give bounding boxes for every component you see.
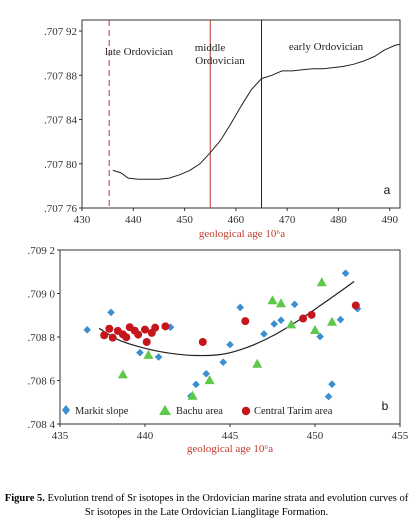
panel-a-boundaries bbox=[108, 20, 263, 208]
central-tarim-point bbox=[299, 314, 308, 323]
figure-caption: Figure 5. Evolution trend of Sr isotopes… bbox=[0, 492, 413, 520]
markit-slope-point bbox=[236, 303, 244, 312]
central-tarim-point bbox=[100, 331, 109, 340]
panel-a: 430 440 450 460 470 480 490 .707 76 .707 80 .707 … bbox=[44, 19, 401, 240]
a-ytick-label: .707 84 bbox=[44, 115, 78, 127]
b-ytick-label: .709 2 bbox=[28, 245, 56, 257]
region-late-ordovician: late Ordovician bbox=[105, 46, 174, 58]
central-tarim-point bbox=[151, 323, 160, 332]
panel-b-label: b bbox=[382, 399, 389, 413]
b-ytick-label: .708 6 bbox=[28, 376, 56, 388]
bachu-area-point bbox=[267, 295, 278, 305]
a-xtick-label: 480 bbox=[330, 214, 347, 226]
a-xtick-label: 470 bbox=[279, 214, 296, 226]
bachu-area-point bbox=[143, 349, 154, 359]
central-tarim-point bbox=[161, 322, 170, 331]
markit-slope-point bbox=[270, 320, 278, 328]
central-tarim-point bbox=[108, 333, 117, 342]
region-middle-line1: middle bbox=[195, 42, 226, 54]
markit-slope-point bbox=[83, 326, 91, 334]
a-xtick-label: 450 bbox=[176, 214, 193, 226]
panel-b-xlabel: geological age 10⁶a bbox=[187, 443, 273, 455]
legend-marker-bachu-area bbox=[159, 405, 171, 415]
bachu-area-point bbox=[276, 298, 286, 308]
legend-label-markit-slope: Markit slope bbox=[75, 406, 129, 417]
central-tarim-point bbox=[307, 310, 316, 319]
region-early-ordovician: early Ordovician bbox=[289, 41, 364, 53]
central-tarim-point bbox=[142, 338, 151, 347]
central-tarim-point bbox=[141, 325, 149, 334]
bachu-area-point bbox=[286, 319, 297, 329]
panel-a-series-line bbox=[112, 43, 401, 180]
central-tarim-point bbox=[134, 330, 143, 339]
bachu-area-point bbox=[117, 369, 128, 379]
panel-a-label: a bbox=[384, 183, 391, 197]
panel-b-legend: Markit slope Bachu area Central Tarim ar… bbox=[62, 405, 333, 417]
a-ytick-label: .707 88 bbox=[44, 70, 78, 82]
markit-slope-point bbox=[328, 380, 336, 388]
markit-slope-point bbox=[226, 340, 234, 349]
markit-slope-point bbox=[336, 315, 345, 324]
bachu-area-point bbox=[310, 325, 320, 335]
markit-slope-point bbox=[316, 332, 324, 341]
b-ytick-label: .708 8 bbox=[28, 332, 56, 344]
markit-slope-point bbox=[324, 392, 333, 401]
bachu-area-point bbox=[187, 390, 198, 400]
b-ytick-label: .708 4 bbox=[28, 419, 56, 431]
panel-b-points bbox=[83, 269, 362, 401]
markit-slope-point bbox=[277, 316, 285, 325]
panel-b-ticks: 435 440 445 450 455 .708 4 .708 6 .708 8 .709 0.… bbox=[28, 245, 409, 442]
panel-b: 435 440 445 450 455 .708 4 .708 6 .708 8 .709 0.… bbox=[28, 245, 409, 455]
markit-slope-point bbox=[260, 330, 268, 338]
a-xtick-label: 490 bbox=[381, 214, 398, 226]
legend-marker-central-tarim bbox=[241, 406, 251, 416]
a-xtick-label: 440 bbox=[125, 214, 142, 226]
a-xtick-label: 430 bbox=[74, 214, 91, 226]
central-tarim-point bbox=[105, 324, 114, 333]
legend-marker-markit-slope bbox=[62, 405, 70, 415]
region-middle-line2: Ordovician bbox=[195, 55, 245, 67]
bachu-area-point bbox=[252, 358, 263, 368]
panel-a-ticks: 430 440 450 460 470 480 490 .707 76 .707 80 .707 … bbox=[44, 26, 398, 226]
central-tarim-point bbox=[241, 317, 250, 326]
markit-slope-point bbox=[192, 380, 200, 389]
central-tarim-point bbox=[198, 338, 207, 347]
markit-slope-point bbox=[341, 269, 350, 278]
b-xtick-label: 450 bbox=[307, 430, 324, 442]
bachu-area-point bbox=[327, 316, 337, 326]
legend-label-bachu-area: Bachu area bbox=[176, 406, 223, 417]
b-xtick-label: 445 bbox=[222, 430, 239, 442]
markit-slope-point bbox=[290, 300, 299, 309]
caption-text: Evolution trend of Sr isotopes in the Or… bbox=[44, 493, 409, 518]
b-xtick-label: 440 bbox=[137, 430, 154, 442]
panel-a-frame bbox=[81, 19, 401, 209]
central-tarim-point bbox=[122, 333, 131, 342]
markit-slope-point bbox=[154, 353, 163, 361]
b-xtick-label: 435 bbox=[52, 430, 69, 442]
legend-label-central-tarim: Central Tarim area bbox=[254, 406, 333, 417]
markit-slope-point bbox=[136, 348, 144, 357]
a-xtick-label: 460 bbox=[228, 214, 245, 226]
a-ytick-label: .707 76 bbox=[44, 203, 78, 215]
a-ytick-label: .707 80 bbox=[44, 159, 78, 171]
b-xtick-label: 455 bbox=[392, 430, 409, 442]
markit-slope-point bbox=[107, 308, 115, 317]
bachu-area-point bbox=[204, 375, 215, 385]
b-ytick-label: .709 0 bbox=[28, 289, 56, 301]
markit-slope-point bbox=[202, 369, 210, 378]
caption-label: Figure 5. bbox=[4, 493, 45, 504]
a-ytick-label: .707 92 bbox=[44, 26, 77, 38]
panel-a-xlabel: geological age 10⁶a bbox=[199, 228, 285, 240]
bachu-area-point bbox=[316, 277, 327, 287]
markit-slope-point bbox=[219, 358, 227, 367]
central-tarim-point bbox=[351, 301, 360, 310]
